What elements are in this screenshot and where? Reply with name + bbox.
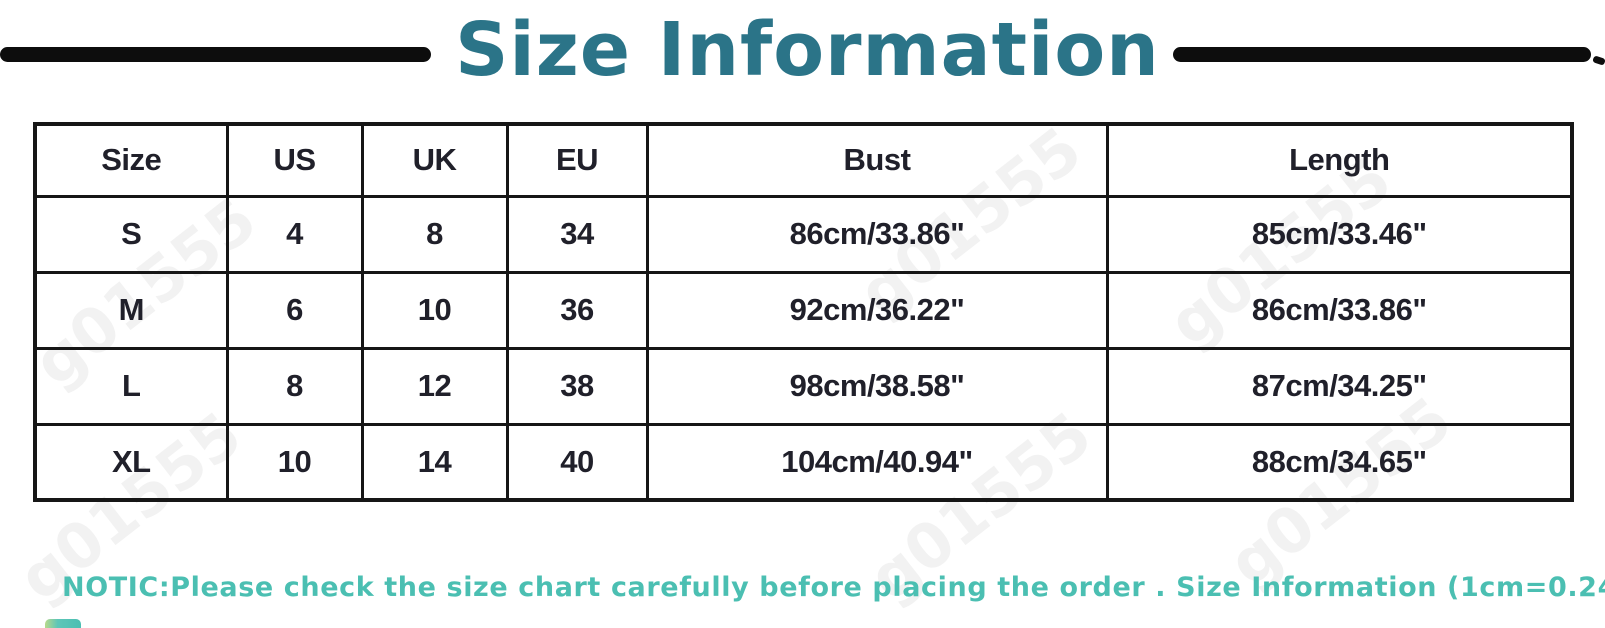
cell-us: 4 — [225, 194, 364, 274]
cell-length: 86cm/33.86" — [1105, 270, 1574, 350]
cell-us: 6 — [225, 270, 364, 350]
cell-uk: 8 — [360, 194, 509, 274]
page-title: Size Information — [455, 7, 1160, 93]
cell-size: L — [33, 346, 229, 426]
column-header-length: Length — [1105, 122, 1574, 198]
title-divider-right — [1172, 46, 1592, 62]
cell-eu: 40 — [505, 422, 649, 502]
size-chart: Size US UK EU Bust Length S 4 8 34 86cm/… — [33, 122, 1574, 502]
column-header-bust: Bust — [645, 122, 1109, 198]
cell-size: S — [33, 194, 229, 274]
cell-bust: 92cm/36.22" — [645, 270, 1109, 350]
cell-bust: 98cm/38.58" — [645, 346, 1109, 426]
column-header-size: Size — [33, 122, 229, 198]
cell-us: 10 — [225, 422, 364, 502]
cell-length: 85cm/33.46" — [1105, 194, 1574, 274]
table-row-l: L 8 12 38 98cm/38.58" 87cm/34.25" — [33, 346, 1574, 426]
cell-bust: 86cm/33.86" — [645, 194, 1109, 274]
cell-uk: 12 — [360, 346, 509, 426]
column-header-us: US — [225, 122, 364, 198]
title-divider-end-tick — [1592, 54, 1605, 66]
cell-length: 88cm/34.65" — [1105, 422, 1574, 502]
title-divider-left — [0, 46, 432, 62]
table-row-m: M 6 10 36 92cm/36.22" 86cm/33.86" — [33, 270, 1574, 350]
column-header-uk: UK — [360, 122, 509, 198]
size-table: Size US UK EU Bust Length S 4 8 34 86cm/… — [33, 122, 1574, 502]
table-header-row: Size US UK EU Bust Length — [33, 122, 1574, 198]
column-header-eu: EU — [505, 122, 649, 198]
cutoff-text-fragment — [45, 619, 81, 628]
cell-length: 87cm/34.25" — [1105, 346, 1574, 426]
cell-bust: 104cm/40.94" — [645, 422, 1109, 502]
cell-size: XL — [33, 422, 229, 502]
size-notice: NOTIC:Please check the size chart carefu… — [62, 572, 1605, 603]
cell-eu: 34 — [505, 194, 649, 274]
cell-size: M — [33, 270, 229, 350]
cell-eu: 36 — [505, 270, 649, 350]
cell-uk: 10 — [360, 270, 509, 350]
cell-eu: 38 — [505, 346, 649, 426]
title-band: Size Information — [0, 0, 1605, 108]
table-row-s: S 4 8 34 86cm/33.86" 85cm/33.46" — [33, 194, 1574, 274]
cell-uk: 14 — [360, 422, 509, 502]
table-row-xl: XL 10 14 40 104cm/40.94" 88cm/34.65" — [33, 422, 1574, 502]
cell-us: 8 — [225, 346, 364, 426]
